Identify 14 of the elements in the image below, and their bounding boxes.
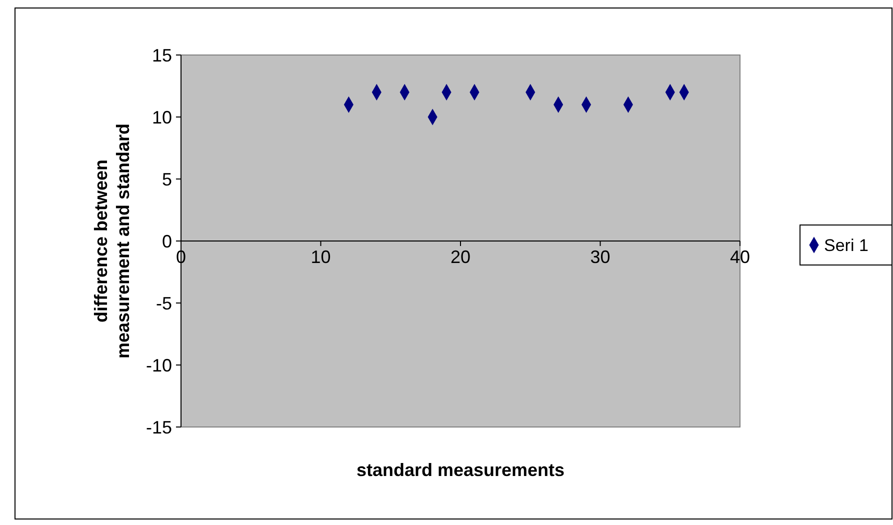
y-tick-label: 10 — [152, 107, 172, 128]
x-tick-label: 40 — [730, 247, 750, 267]
legend-label: Seri 1 — [824, 236, 868, 255]
x-tick-label: 30 — [590, 247, 610, 267]
y-tick-label: -15 — [146, 417, 172, 438]
y-axis-title: difference between measurement and standard — [91, 123, 133, 359]
x-tick-label: 10 — [310, 247, 331, 267]
y-tick-label: -10 — [146, 355, 172, 376]
y-tick-label: 0 — [162, 231, 172, 252]
x-axis-title: standard measurements — [356, 460, 565, 480]
y-tick-label: -5 — [156, 293, 172, 314]
y-tick-label: 15 — [152, 45, 172, 66]
y-tick-label: 5 — [162, 169, 172, 190]
x-tick-label: 20 — [450, 247, 471, 267]
